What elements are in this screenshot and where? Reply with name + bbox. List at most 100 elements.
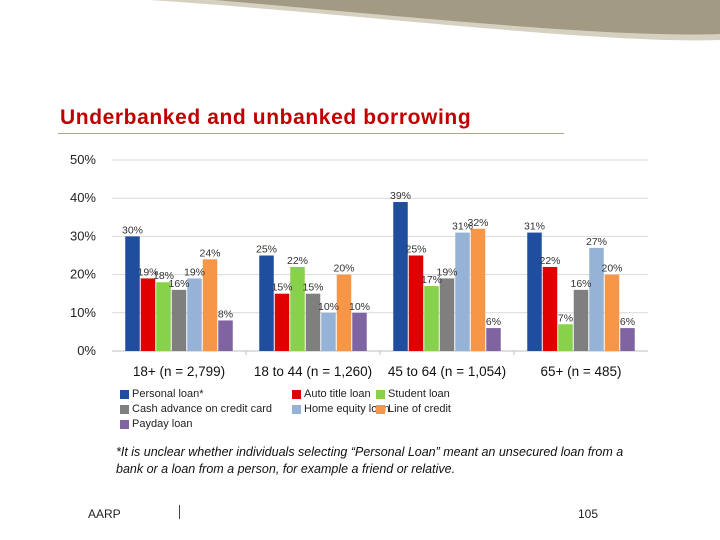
- bar: [470, 228, 486, 351]
- bar-value-label: 25%: [405, 244, 426, 256]
- y-tick-label: 40%: [70, 190, 96, 205]
- legend-swatch: [376, 389, 385, 399]
- legend-label: Line of credit: [388, 403, 451, 415]
- legend-swatch: [120, 419, 129, 429]
- legend-label: Student loan: [388, 388, 450, 400]
- bar-value-label: 22%: [539, 255, 560, 267]
- bar-value-label: 30%: [122, 224, 143, 236]
- bar: [604, 274, 620, 351]
- bar: [274, 293, 290, 351]
- bar-chart: 0%10%20%30%40%50% 30%19%18%16%19%24%8%25…: [70, 152, 648, 379]
- legend-swatch: [292, 404, 301, 414]
- legend-item: Auto title loan: [292, 388, 371, 400]
- bar: [527, 232, 542, 351]
- bar-value-label: 6%: [486, 316, 501, 328]
- bar: [125, 236, 140, 351]
- bar: [573, 289, 589, 351]
- bar: [321, 312, 336, 351]
- bar-value-label: 22%: [287, 255, 308, 267]
- title-underline: [58, 133, 564, 134]
- bar-value-label: 19%: [184, 266, 205, 278]
- bar: [542, 266, 558, 351]
- legend-swatch: [292, 389, 301, 399]
- bar: [408, 255, 424, 351]
- bar-value-label: 20%: [601, 263, 622, 275]
- x-category-label: 18+ (n = 2,799): [133, 364, 225, 379]
- bar: [439, 278, 455, 351]
- bar-value-label: 31%: [524, 221, 545, 233]
- bar-value-label: 8%: [218, 308, 233, 320]
- legend-swatch: [376, 404, 385, 414]
- bar: [424, 286, 439, 351]
- legend-swatch: [120, 389, 129, 399]
- bar-value-label: 19%: [137, 266, 158, 278]
- legend-item: Personal loan*: [120, 388, 204, 400]
- footnote: *It is unclear whether individuals selec…: [116, 445, 624, 476]
- y-tick-label: 0%: [77, 343, 96, 358]
- footer-divider: [179, 505, 180, 519]
- bar: [202, 259, 218, 351]
- legend-item: Student loan: [376, 388, 450, 400]
- legend-label: Payday loan: [132, 418, 193, 430]
- header-decoration: [150, 0, 720, 41]
- legend-item: Cash advance on credit card: [120, 403, 272, 415]
- bar-value-label: 31%: [452, 221, 473, 233]
- bar-value-label: 6%: [620, 316, 635, 328]
- page-number: 105: [578, 507, 599, 521]
- footer-org-name: AARP: [88, 507, 121, 521]
- x-category-label: 45 to 64 (n = 1,054): [388, 364, 506, 379]
- bar: [455, 232, 470, 351]
- bar: [156, 282, 171, 351]
- bar-value-label: 20%: [333, 263, 354, 275]
- bar-value-label: 19%: [436, 266, 457, 278]
- bar: [620, 328, 635, 351]
- legend-label: Home equity loan: [304, 403, 390, 415]
- bar: [140, 278, 156, 351]
- legend-item: Home equity loan: [292, 403, 390, 415]
- bar-value-label: 18%: [153, 270, 174, 282]
- bar: [171, 289, 187, 351]
- bar: [393, 202, 408, 351]
- y-tick-label: 30%: [70, 228, 96, 243]
- bar-value-label: 10%: [318, 301, 339, 313]
- bar: [290, 266, 305, 351]
- bar-value-label: 32%: [467, 217, 488, 229]
- legend-label: Cash advance on credit card: [132, 403, 273, 415]
- chart-bars: [125, 202, 635, 351]
- y-axis-ticks: 0% 10% 20% 30% 40% 50%: [70, 152, 96, 358]
- bar: [259, 255, 274, 351]
- bar-value-label: 17%: [421, 274, 442, 286]
- bar-value-label: 39%: [390, 190, 411, 202]
- bar: [305, 293, 321, 351]
- bar: [486, 328, 501, 351]
- bar: [187, 278, 202, 351]
- bar: [352, 312, 367, 351]
- x-axis-categories: 18+ (n = 2,799) 18 to 44 (n = 1,260) 45 to…: [133, 364, 622, 379]
- bar-value-label: 16%: [570, 278, 591, 290]
- x-category-label: 18 to 44 (n = 1,260): [254, 364, 372, 379]
- bar-value-label: 25%: [256, 244, 277, 256]
- bar: [336, 274, 352, 351]
- bar: [218, 320, 233, 351]
- bar-value-label: 15%: [302, 282, 323, 294]
- bar-value-label: 10%: [349, 301, 370, 313]
- bar-value-label: 7%: [558, 312, 573, 324]
- bar-value-label: 16%: [168, 278, 189, 290]
- legend-label: Personal loan*: [132, 388, 204, 400]
- slide-title: Underbanked and unbanked borrowing: [60, 106, 472, 129]
- bar-value-label: 15%: [271, 282, 292, 294]
- legend-item: Payday loan: [120, 418, 193, 430]
- bar-value-label: 27%: [586, 236, 607, 248]
- x-category-label: 65+ (n = 485): [540, 364, 621, 379]
- y-tick-label: 20%: [70, 267, 96, 282]
- legend-swatch: [120, 404, 129, 414]
- y-tick-label: 50%: [70, 152, 96, 167]
- chart-data-labels: 30%19%18%16%19%24%8%25%15%22%15%10%20%10…: [122, 190, 635, 328]
- bar: [558, 324, 573, 351]
- y-tick-label: 10%: [70, 305, 96, 320]
- bar-value-label: 24%: [199, 247, 220, 259]
- legend-label: Auto title loan: [304, 388, 371, 400]
- header-swoosh-dark: [215, 0, 720, 35]
- bar: [589, 247, 604, 351]
- legend-item: Line of credit: [376, 403, 451, 415]
